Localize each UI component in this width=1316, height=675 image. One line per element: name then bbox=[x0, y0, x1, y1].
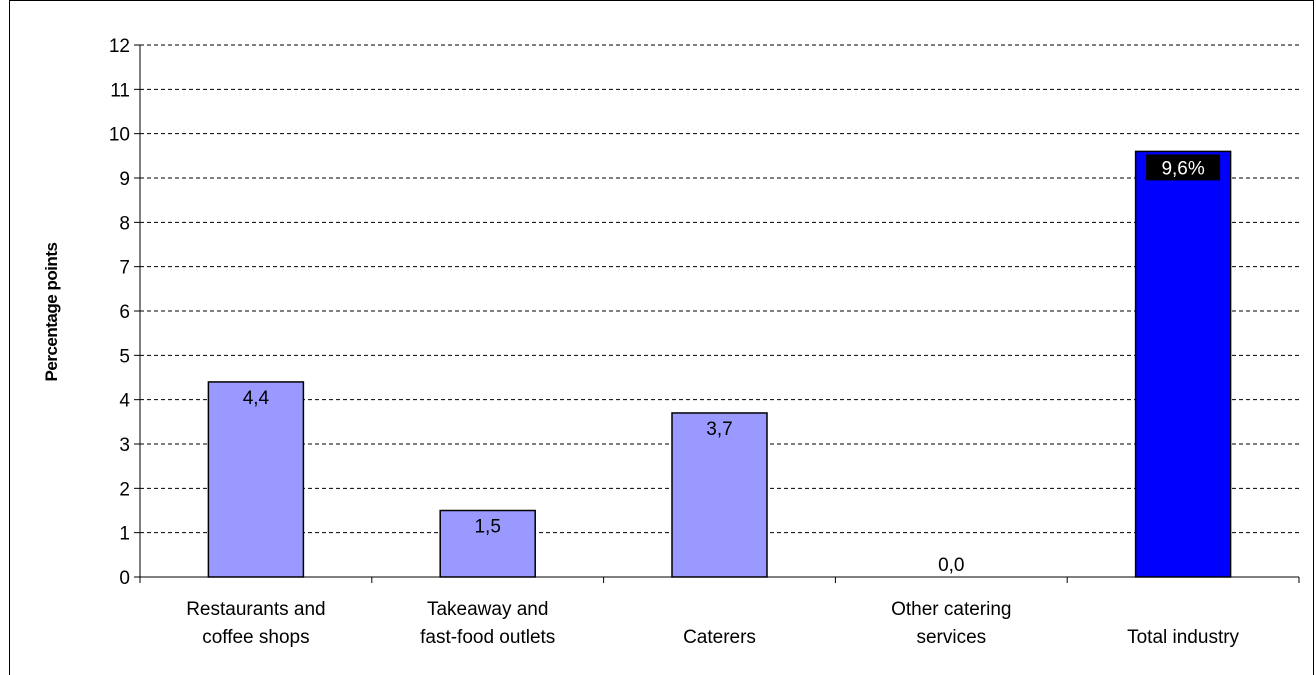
data-label: 1,5 bbox=[474, 517, 500, 538]
x-tick-label-line: fast-food outlets bbox=[420, 627, 555, 648]
y-tick-label: 12 bbox=[109, 36, 130, 57]
y-tick-label: 5 bbox=[119, 346, 130, 367]
bar bbox=[207, 381, 305, 578]
x-tick-label-line: Takeaway and bbox=[427, 599, 548, 620]
y-tick-label: 4 bbox=[119, 391, 130, 412]
y-tick-label: 2 bbox=[119, 479, 130, 500]
x-tick-label: Restaurants and coffee shops bbox=[186, 599, 325, 648]
x-tick-label-line: Caterers bbox=[683, 627, 756, 648]
x-tick-label-line: Restaurants and bbox=[186, 599, 325, 620]
y-tick-label: 11 bbox=[110, 80, 130, 101]
bars bbox=[207, 150, 1232, 578]
data-label: 3,7 bbox=[706, 419, 732, 440]
y-tick-label: 3 bbox=[119, 435, 130, 456]
y-tick-label: 9 bbox=[119, 169, 130, 190]
data-label: 9,6% bbox=[1161, 158, 1204, 179]
data-label: 4,4 bbox=[243, 388, 270, 409]
y-tick-label: 8 bbox=[119, 213, 130, 234]
data-labels: 4,4 1,5 3,7 0,0 9,6% bbox=[243, 154, 1221, 576]
y-tick-label: 7 bbox=[119, 258, 130, 279]
category-labels: Restaurants and coffee shops Takeaway and f… bbox=[186, 599, 1239, 648]
bar bbox=[671, 412, 768, 578]
y-tick-label: 1 bbox=[119, 524, 130, 545]
bar bbox=[439, 509, 536, 578]
x-tick-label: Caterers bbox=[683, 627, 756, 648]
x-tick-label: Total industry bbox=[1127, 627, 1239, 648]
bar bbox=[1134, 150, 1232, 578]
data-label: 0,0 bbox=[938, 555, 964, 576]
x-tick-label-line: services bbox=[916, 627, 986, 648]
x-tick-label: Other catering services bbox=[891, 599, 1011, 648]
x-tick-label-line: coffee shops bbox=[202, 627, 309, 648]
data-label-background bbox=[1146, 154, 1221, 181]
x-tick-label-line: Other catering bbox=[891, 599, 1011, 620]
y-tick-label: 10 bbox=[109, 125, 130, 146]
y-axis-label: Percentage points bbox=[42, 243, 61, 382]
x-tick-label: Takeaway and fast-food outlets bbox=[420, 599, 555, 648]
y-tick-label: 6 bbox=[119, 302, 130, 323]
x-tick-label-line: Total industry bbox=[1127, 627, 1239, 648]
y-tick-label: 0 bbox=[119, 568, 130, 589]
